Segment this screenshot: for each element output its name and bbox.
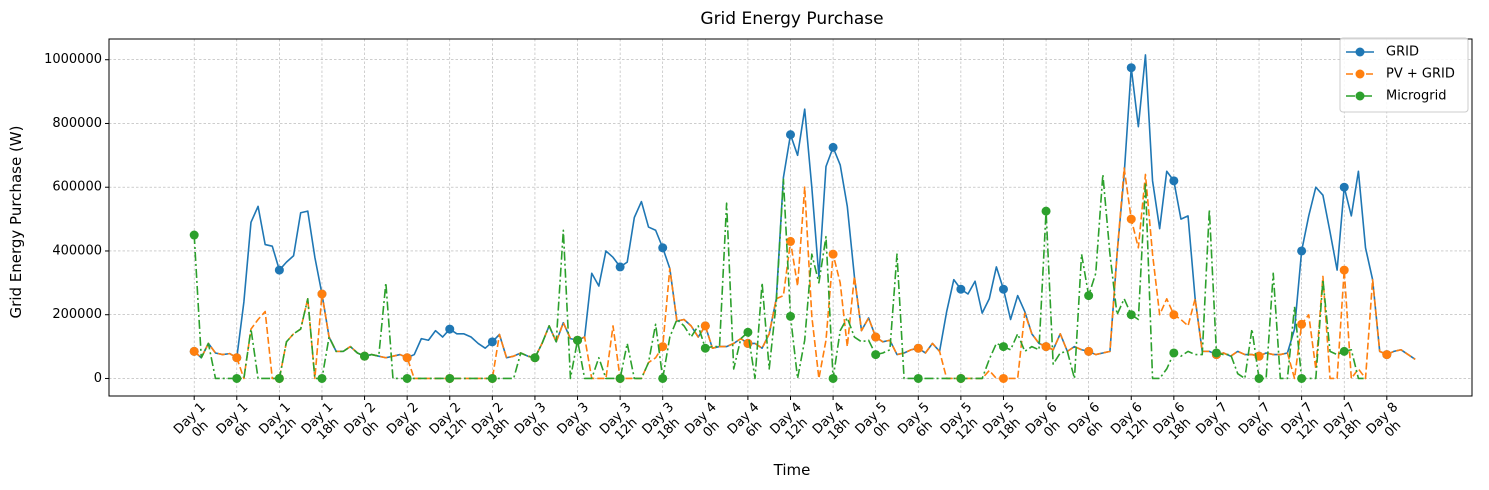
data-point-marker: [828, 373, 838, 383]
x-axis-label: Time: [773, 461, 811, 479]
data-point-marker: [487, 337, 497, 347]
data-point-marker: [445, 324, 455, 334]
data-point-marker: [1084, 291, 1094, 301]
legend-marker: [1355, 47, 1365, 57]
data-point-marker: [1297, 246, 1307, 256]
legend-label: GRID: [1386, 45, 1419, 60]
y-tick-label: 200000: [52, 307, 102, 322]
legend-marker: [1355, 69, 1365, 79]
legend-frame: [1339, 37, 1469, 113]
data-point-marker: [871, 332, 881, 342]
data-point-marker: [402, 373, 412, 383]
data-point-marker: [615, 373, 625, 383]
data-point-marker: [402, 353, 412, 363]
data-point-marker: [1041, 342, 1051, 352]
y-tick-label: 400000: [52, 243, 102, 258]
legend-entries: GRID PV + GRID Microgrid: [1346, 45, 1455, 104]
data-point-marker: [1339, 182, 1349, 192]
data-point-marker: [998, 342, 1008, 352]
data-point-marker: [445, 373, 455, 383]
data-point-marker: [658, 342, 668, 352]
data-point-marker: [232, 373, 242, 383]
data-point-marker: [998, 284, 1008, 294]
data-point-marker: [828, 142, 838, 152]
data-point-marker: [189, 346, 199, 356]
data-point-marker: [487, 373, 497, 383]
y-axis-label: Grid Energy Purchase (W): [7, 126, 25, 319]
data-point-marker: [1126, 310, 1136, 320]
data-point-marker: [1084, 346, 1094, 356]
data-point-marker: [786, 311, 795, 321]
data-point-marker: [189, 230, 199, 240]
data-point-marker: [1126, 63, 1136, 73]
data-point-marker: [530, 353, 540, 363]
data-point-marker: [871, 350, 881, 360]
series-line-microgrid: [193, 173, 1366, 380]
legend: GRID PV + GRID Microgrid: [1339, 37, 1469, 113]
data-point-marker: [232, 353, 242, 363]
data-point-marker: [998, 373, 1008, 383]
data-point-marker: [913, 343, 923, 353]
data-point-marker: [1297, 319, 1307, 329]
data-point-marker: [573, 335, 583, 345]
data-point-marker: [1254, 373, 1264, 383]
legend-label: PV + GRID: [1386, 67, 1455, 82]
data-point-marker: [1126, 214, 1136, 224]
y-tick-label: 600000: [52, 180, 102, 195]
y-axis-ticks: 0 200000 400000 600000 800000 1000000: [44, 52, 109, 386]
data-point-marker: [700, 343, 710, 353]
y-tick-label: 1000000: [44, 52, 102, 67]
data-point-marker: [658, 243, 668, 253]
data-point-marker: [700, 321, 710, 331]
data-point-marker: [743, 338, 753, 348]
data-point-marker: [1211, 348, 1221, 358]
x-tick-label: Day 36h: [554, 400, 595, 441]
data-point-marker: [658, 373, 668, 383]
data-point-marker: [786, 236, 795, 246]
data-point-marker: [1339, 265, 1349, 275]
series-line-grid: [193, 54, 1416, 361]
data-point-marker: [1169, 310, 1179, 320]
data-point-marker: [1041, 206, 1051, 216]
data-point-marker: [1169, 176, 1179, 186]
data-point-marker: [743, 327, 753, 337]
chart-title: Grid Energy Purchase: [700, 9, 883, 29]
data-point-marker: [317, 289, 327, 299]
data-point-marker: [956, 284, 966, 294]
legend-marker: [1355, 91, 1365, 101]
data-point-marker: [828, 249, 838, 259]
grid-lines: [109, 39, 1472, 396]
data-point-marker: [913, 373, 923, 383]
data-point-marker: [360, 351, 370, 361]
data-point-marker: [786, 130, 795, 140]
data-point-marker: [274, 265, 284, 275]
data-point-marker: [1339, 346, 1349, 356]
series-lines: [189, 54, 1416, 383]
data-point-marker: [956, 373, 966, 383]
data-point-marker: [1169, 348, 1179, 358]
data-point-marker: [1382, 350, 1392, 360]
data-point-marker: [274, 373, 284, 383]
series-line-pv-grid: [193, 167, 1416, 380]
legend-label: Microgrid: [1386, 89, 1446, 104]
y-tick-label: 800000: [52, 116, 102, 131]
y-tick-label: 0: [94, 371, 102, 386]
data-point-marker: [317, 373, 327, 383]
data-point-marker: [1297, 373, 1307, 383]
data-point-marker: [615, 262, 625, 272]
